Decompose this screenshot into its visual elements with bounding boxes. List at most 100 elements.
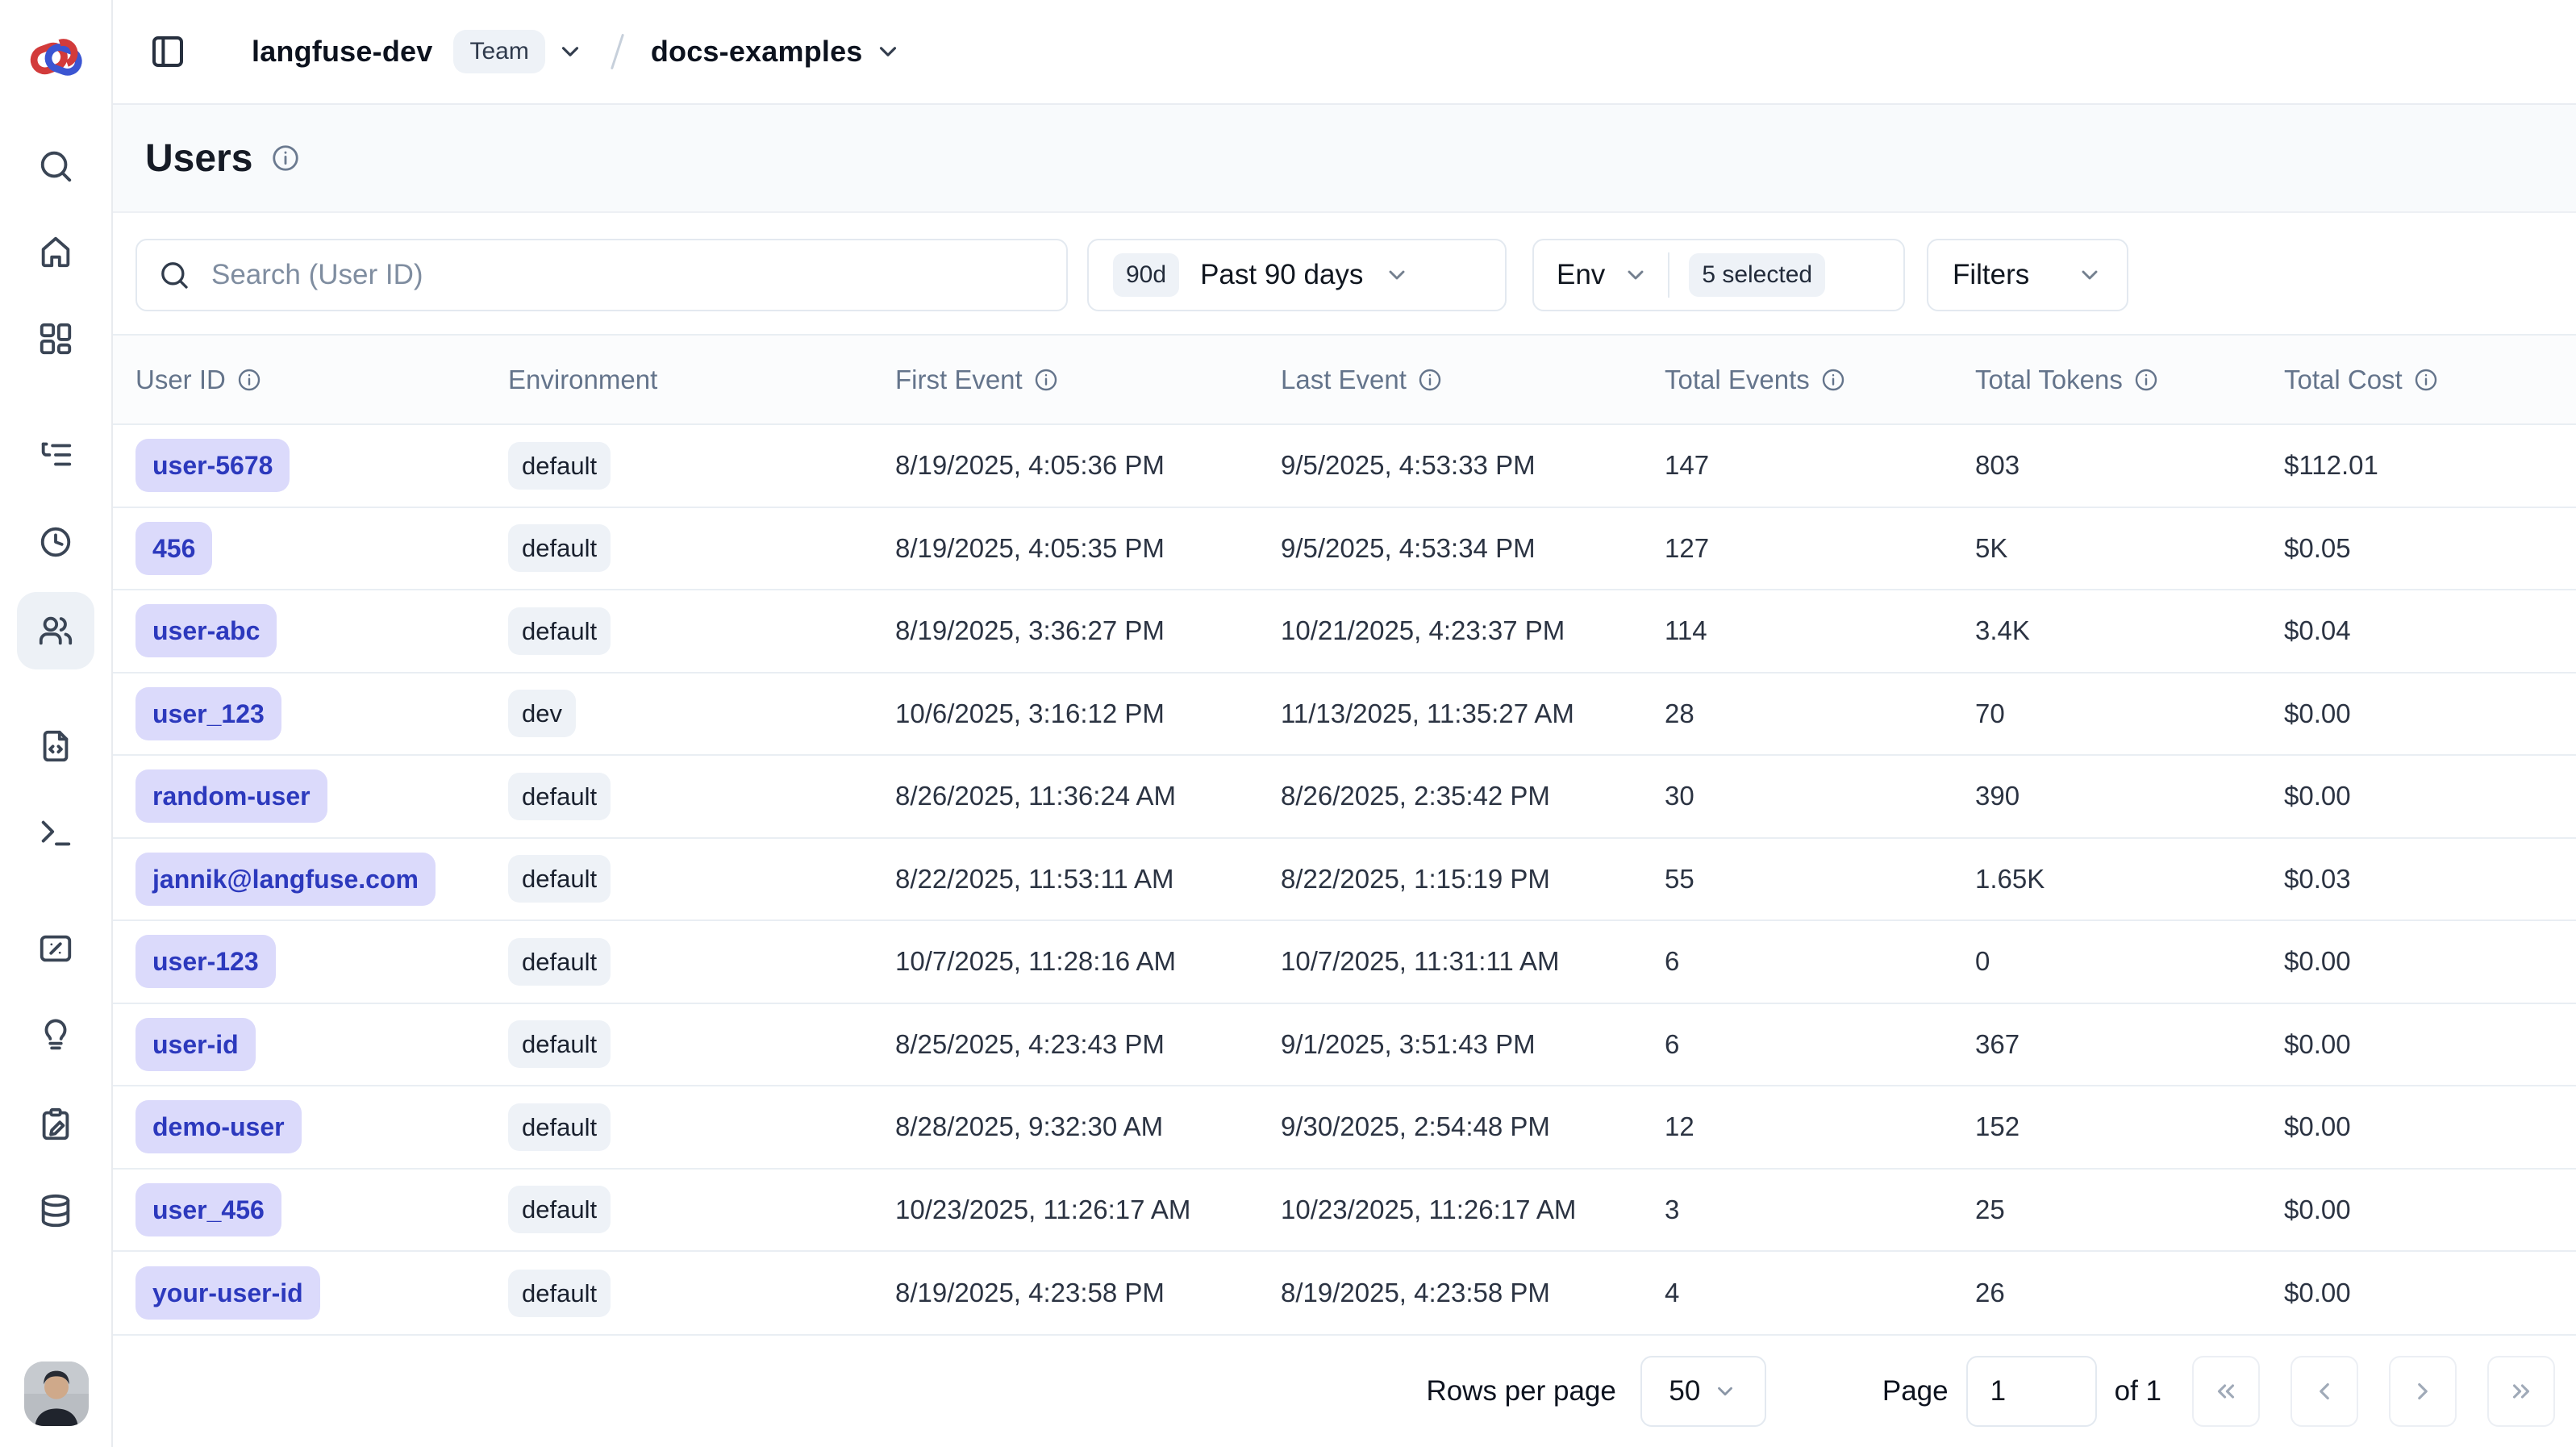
table-row[interactable]: random-user default 8/26/2025, 11:36:24 AM… <box>113 756 2576 839</box>
column-header-first-event[interactable]: First Event <box>895 365 1281 395</box>
column-header-total-tokens[interactable]: Total Tokens <box>1975 365 2284 395</box>
table-row[interactable]: user_456 default 10/23/2025, 11:26:17 AM 10… <box>113 1169 2576 1252</box>
user-id-badge[interactable]: user-abc <box>135 604 277 658</box>
page-title-info-icon[interactable] <box>270 143 301 173</box>
sidebar-item-prompts[interactable] <box>17 707 94 785</box>
sidebar-item-users[interactable] <box>17 592 94 669</box>
user-id-badge[interactable]: jannik@langfuse.com <box>135 852 436 906</box>
environment-badge: default <box>508 937 611 986</box>
column-header-environment[interactable]: Environment <box>508 364 658 394</box>
env-selected-badge: 5 selected <box>1689 253 1826 297</box>
filters-button[interactable]: Filters <box>1927 239 2128 311</box>
divider <box>1668 252 1670 298</box>
user-id-badge[interactable]: 456 <box>135 521 213 575</box>
user-id-badge[interactable]: demo-user <box>135 1100 302 1154</box>
column-header-total-events[interactable]: Total Events <box>1665 365 1975 395</box>
total-cost-cell: $0.00 <box>2284 1028 2351 1059</box>
environment-badge: dev <box>508 690 576 738</box>
user-id-badge[interactable]: user_123 <box>135 686 281 740</box>
total-cost-cell: $112.01 <box>2284 450 2378 481</box>
first-event-cell: 8/28/2025, 9:32:30 AM <box>895 1111 1164 1142</box>
sidebar-item-scores[interactable] <box>17 910 94 987</box>
sidebar-toggle-icon[interactable] <box>148 32 187 71</box>
sidebar-item-sessions[interactable] <box>17 503 94 581</box>
total-events-cell: 12 <box>1665 1111 1694 1142</box>
rows-per-page-select[interactable]: 50 <box>1640 1356 1766 1427</box>
column-header-last-event[interactable]: Last Event <box>1281 365 1665 395</box>
sidebar-item-datasets[interactable] <box>17 1172 94 1249</box>
total-cost-cell: $0.03 <box>2284 863 2351 894</box>
table-row[interactable]: your-user-id default 8/19/2025, 4:23:58 PM… <box>113 1252 2576 1334</box>
filters-label: Filters <box>1953 259 2030 290</box>
sidebar-item-annotation-queues[interactable] <box>17 1086 94 1163</box>
org-breadcrumb[interactable]: langfuse-dev <box>252 35 433 68</box>
total-tokens-cell: 5K <box>1975 532 2008 563</box>
total-tokens-cell: 3.4K <box>1975 615 2030 646</box>
total-cost-cell: $0.00 <box>2284 781 2351 811</box>
total-tokens-cell: 1.65K <box>1975 863 2045 894</box>
total-cost-cell: $0.00 <box>2284 1278 2351 1308</box>
table-row[interactable]: user-id default 8/25/2025, 4:23:43 PM 9/1/2… <box>113 1003 2576 1086</box>
total-events-cell: 6 <box>1665 946 1680 977</box>
sidebar-item-dashboards[interactable] <box>17 300 94 377</box>
database-icon <box>41 1194 70 1228</box>
table-row[interactable]: user_123 dev 10/6/2025, 3:16:12 PM 11/13/20… <box>113 673 2576 756</box>
table-row[interactable]: user-abc default 8/19/2025, 3:36:27 PM 10/2… <box>113 590 2576 673</box>
users-table-body: user-5678 default 8/19/2025, 4:05:36 PM 9/5… <box>113 425 2576 1334</box>
user-avatar[interactable] <box>24 1362 89 1426</box>
sidebar-item-search[interactable] <box>17 127 94 205</box>
users-icon <box>39 616 73 645</box>
total-events-cell: 6 <box>1665 1028 1680 1059</box>
chevron-down-icon <box>1384 262 1410 288</box>
total-pages-label: of 1 <box>2114 1375 2161 1407</box>
user-id-badge[interactable]: user-id <box>135 1017 256 1071</box>
first-page-button[interactable] <box>2192 1356 2260 1427</box>
table-row[interactable]: user-123 default 10/7/2025, 11:28:16 AM 10/… <box>113 921 2576 1004</box>
environment-badge: default <box>508 1269 611 1317</box>
user-id-badge[interactable]: user-5678 <box>135 439 290 493</box>
date-range-label: Past 90 days <box>1200 259 1364 290</box>
table-row[interactable]: 456 default 8/19/2025, 4:05:35 PM 9/5/2025,… <box>113 507 2576 590</box>
first-event-cell: 8/19/2025, 4:23:58 PM <box>895 1278 1165 1308</box>
info-icon <box>2413 367 2439 393</box>
user-id-badge[interactable]: your-user-id <box>135 1266 320 1320</box>
column-header-total-cost[interactable]: Total Cost <box>2284 365 2576 395</box>
last-event-cell: 10/7/2025, 11:31:11 AM <box>1281 946 1560 977</box>
previous-page-button[interactable] <box>2290 1356 2358 1427</box>
sidebar <box>0 0 113 1447</box>
org-chevron-down-icon[interactable] <box>556 38 584 65</box>
total-events-cell: 114 <box>1665 615 1707 646</box>
environment-filter-button[interactable]: Env 5 selected <box>1532 239 1905 311</box>
info-icon <box>2133 367 2159 393</box>
page-number-input[interactable] <box>1965 1356 2097 1427</box>
lightbulb-icon <box>44 1019 67 1050</box>
date-range-button[interactable]: 90d Past 90 days <box>1087 239 1507 311</box>
user-id-badge[interactable]: user-123 <box>135 935 276 989</box>
sidebar-item-playground[interactable] <box>17 794 94 872</box>
total-events-cell: 127 <box>1665 532 1710 563</box>
user-id-badge[interactable]: user_456 <box>135 1182 281 1236</box>
total-tokens-cell: 0 <box>1975 946 1990 977</box>
last-page-button[interactable] <box>2487 1356 2555 1427</box>
table-row[interactable]: demo-user default 8/28/2025, 9:32:30 AM 9/3… <box>113 1086 2576 1170</box>
search-input[interactable] <box>211 259 1045 291</box>
table-row[interactable]: user-5678 default 8/19/2025, 4:05:36 PM 9/5… <box>113 425 2576 508</box>
rows-per-page-value: 50 <box>1669 1375 1701 1407</box>
environment-badge: default <box>508 441 611 490</box>
column-header-user-id[interactable]: User ID <box>135 365 508 395</box>
environment-badge: default <box>508 1020 611 1069</box>
sidebar-item-tracing[interactable] <box>17 416 94 494</box>
project-breadcrumb[interactable]: docs-examples <box>650 35 863 68</box>
total-cost-cell: $0.05 <box>2284 532 2351 563</box>
sidebar-item-home[interactable] <box>17 213 94 290</box>
next-page-button[interactable] <box>2389 1356 2457 1427</box>
total-cost-cell: $0.04 <box>2284 615 2351 646</box>
user-id-badge[interactable]: random-user <box>135 769 327 824</box>
rows-per-page-label: Rows per page <box>1426 1375 1616 1407</box>
project-chevron-down-icon[interactable] <box>874 38 902 65</box>
table-row[interactable]: jannik@langfuse.com default 8/22/2025, 11:… <box>113 838 2576 921</box>
search-box[interactable] <box>135 239 1068 311</box>
percent-card-icon <box>40 935 72 962</box>
sidebar-item-evaluators[interactable] <box>17 998 94 1075</box>
